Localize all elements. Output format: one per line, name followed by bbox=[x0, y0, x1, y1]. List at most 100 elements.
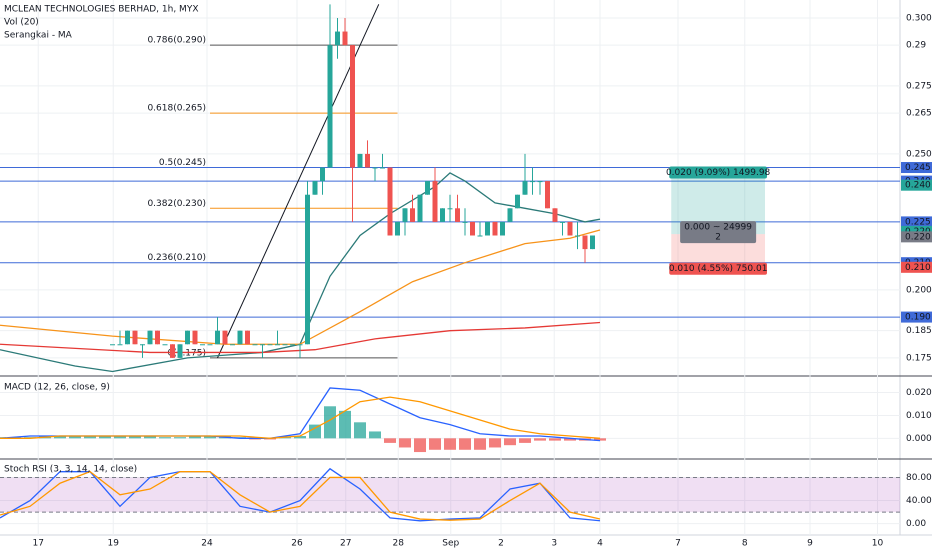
fib-label: 0.236(0.210) bbox=[147, 253, 206, 263]
price-badge-label: 0.245 bbox=[905, 163, 931, 173]
candle-body bbox=[147, 330, 153, 345]
histogram-bar bbox=[564, 438, 576, 441]
price-badge-label: 0.220 bbox=[905, 232, 931, 242]
pane-title: MACD (12, 26, close, 9) bbox=[4, 383, 110, 393]
histogram-bar bbox=[369, 431, 381, 439]
candle-body bbox=[177, 344, 183, 358]
candle-body bbox=[387, 167, 393, 236]
chart-title: MCLEAN TECHNOLOGIES BERHAD, 1h, MYX bbox=[4, 5, 199, 15]
x-tick-label: 17 bbox=[33, 539, 44, 549]
histogram-bar bbox=[114, 436, 126, 439]
histogram-bar bbox=[414, 438, 426, 453]
fib-label: 0.382(0.230) bbox=[147, 199, 206, 209]
histogram-bar bbox=[534, 438, 546, 441]
histogram-bar bbox=[129, 436, 141, 439]
candle-body bbox=[590, 235, 595, 250]
fib-label: 0(0.175) bbox=[167, 348, 206, 358]
entry-label: 0.000 ~ 24999 bbox=[684, 223, 752, 233]
candle-body bbox=[350, 45, 355, 168]
candle-body bbox=[335, 31, 340, 46]
candle-body bbox=[552, 208, 558, 222]
price-badge bbox=[901, 179, 932, 191]
x-tick-label: 28 bbox=[393, 539, 405, 549]
histogram-bar bbox=[339, 410, 351, 439]
histogram-bar bbox=[399, 438, 411, 448]
candle-body bbox=[327, 45, 333, 168]
histogram-bar bbox=[549, 438, 561, 441]
candle-body bbox=[402, 208, 408, 222]
x-tick-label: 19 bbox=[108, 539, 120, 549]
stop-label: 0.010 (4.55%) 750.01 bbox=[669, 264, 768, 274]
candle-body bbox=[117, 344, 123, 346]
candle-body bbox=[447, 208, 453, 210]
candle-body bbox=[365, 153, 370, 168]
candle-body bbox=[192, 330, 198, 345]
histogram-bar bbox=[324, 406, 336, 439]
x-tick-label: 8 bbox=[742, 539, 748, 549]
candle-body bbox=[410, 208, 415, 222]
candle-body bbox=[162, 344, 168, 346]
candle-body bbox=[545, 181, 550, 209]
candle-body bbox=[567, 221, 573, 236]
candle-body bbox=[110, 344, 115, 346]
fib-label: 0.618(0.265) bbox=[147, 104, 206, 114]
candle-body bbox=[507, 208, 513, 222]
indicator-line bbox=[0, 396, 601, 439]
histogram-bar bbox=[429, 438, 441, 450]
candle-body bbox=[170, 344, 175, 358]
candle-body bbox=[297, 344, 303, 346]
y-tick-label: 0.250 bbox=[906, 149, 932, 159]
y-tick-label: 0.020 bbox=[906, 388, 932, 398]
candle-body bbox=[267, 344, 273, 346]
price-badge bbox=[901, 311, 932, 323]
x-tick-label: 4 bbox=[597, 539, 603, 549]
candle-body bbox=[132, 330, 138, 345]
y-tick-label: 0.175 bbox=[906, 353, 932, 363]
candle-body bbox=[222, 330, 228, 345]
indicator-line bbox=[0, 229, 601, 345]
target-label: 0.020 (9.09%) 1499.98 bbox=[666, 168, 771, 178]
histogram-bar bbox=[474, 438, 486, 450]
candle-body bbox=[470, 221, 475, 236]
price-badge bbox=[901, 261, 932, 273]
candle-body bbox=[215, 330, 220, 345]
candle-body bbox=[432, 181, 438, 222]
candle-body bbox=[537, 181, 543, 183]
x-tick-label: 10 bbox=[872, 539, 884, 549]
histogram-bar bbox=[309, 424, 321, 439]
candle-body bbox=[252, 344, 258, 346]
candle-body bbox=[290, 344, 295, 346]
histogram-bar bbox=[384, 438, 396, 443]
candle-body bbox=[417, 194, 423, 222]
candle-body bbox=[357, 153, 363, 168]
x-tick-label: 7 bbox=[675, 539, 681, 549]
candle-body bbox=[522, 181, 528, 195]
candle-body bbox=[425, 181, 430, 195]
candle-body bbox=[185, 330, 190, 345]
histogram-bar bbox=[594, 438, 606, 441]
histogram-bar bbox=[54, 436, 66, 439]
candle-body bbox=[207, 344, 213, 346]
candle-body bbox=[485, 221, 490, 236]
stoch-band bbox=[0, 477, 900, 513]
x-tick-label: 9 bbox=[807, 539, 813, 549]
stop-label-bg bbox=[669, 262, 767, 275]
indicator-label: Vol (20) bbox=[4, 18, 39, 28]
candle-body bbox=[477, 235, 483, 237]
y-tick-label: 0.010 bbox=[906, 411, 932, 421]
y-tick-label: 0.000 bbox=[906, 434, 932, 444]
histogram-bar bbox=[459, 438, 471, 450]
x-tick-label: 3 bbox=[551, 539, 557, 549]
histogram-bar bbox=[204, 436, 216, 439]
fib-label: 0.786(0.290) bbox=[147, 36, 206, 46]
candle-body bbox=[200, 344, 205, 346]
qty-label: 2 bbox=[715, 233, 721, 243]
price-badge-label: 0.225 bbox=[905, 217, 931, 227]
y-tick-label: 0.265 bbox=[906, 109, 932, 119]
histogram-bar bbox=[84, 436, 96, 439]
price-badge-label: 0.210 bbox=[905, 263, 931, 273]
histogram-bar bbox=[294, 436, 306, 439]
histogram-bar bbox=[69, 436, 81, 439]
candle-body bbox=[395, 221, 400, 236]
x-tick-label: 27 bbox=[340, 539, 351, 549]
